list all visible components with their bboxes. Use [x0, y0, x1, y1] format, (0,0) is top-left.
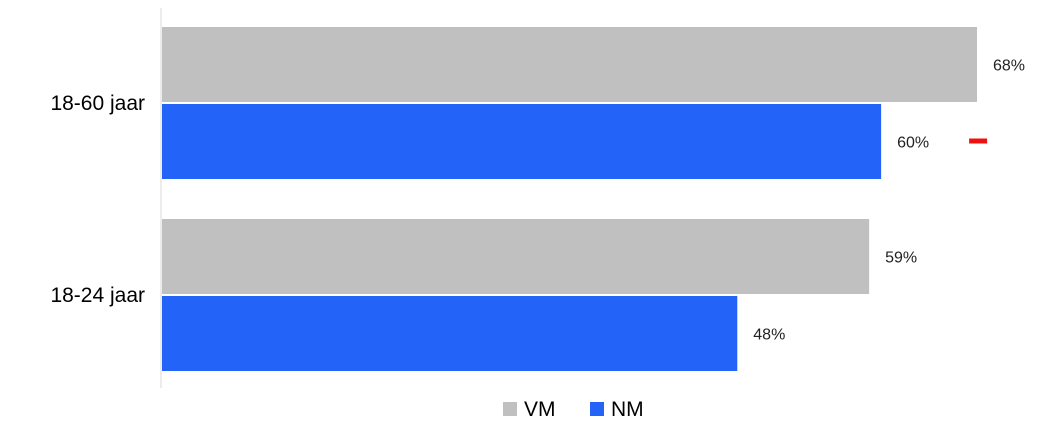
red-dash-marker	[969, 139, 987, 144]
bar-nm-18-60-jaar	[162, 104, 881, 179]
category-label-18-24-jaar: 18-24 jaar	[50, 284, 145, 307]
bar-vm-18-60-jaar	[162, 27, 977, 102]
legend-swatch-nm	[590, 402, 604, 416]
value-label-vm-18-60-jaar: 68%	[993, 58, 1025, 75]
bar-vm-18-24-jaar	[162, 219, 869, 294]
value-label-vm-18-24-jaar: 59%	[885, 250, 917, 267]
legend: VM NM	[503, 398, 644, 421]
value-label-nm-18-24-jaar: 48%	[753, 327, 785, 344]
category-label-18-60-jaar: 18-60 jaar	[50, 92, 145, 115]
bar-nm-18-24-jaar	[162, 296, 737, 371]
value-label-nm-18-60-jaar: 60%	[897, 135, 929, 152]
legend-label-vm: VM	[524, 398, 556, 421]
legend-swatch-vm	[503, 402, 517, 416]
legend-label-nm: NM	[611, 398, 644, 421]
